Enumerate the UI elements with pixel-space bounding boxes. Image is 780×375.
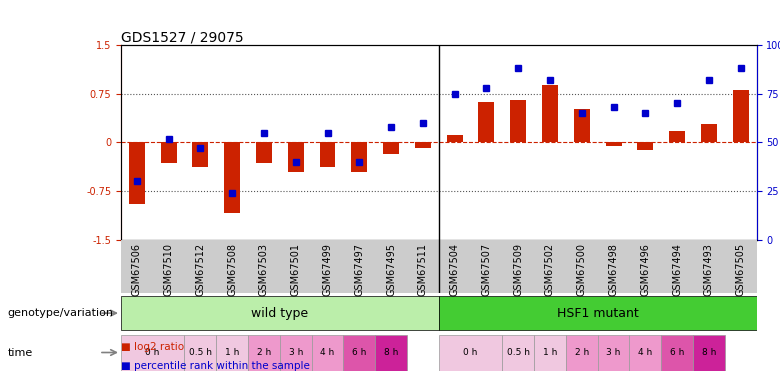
Bar (224, 142, 240, 213)
Text: GSM67497: GSM67497 (354, 243, 364, 296)
Text: wild type: wild type (251, 307, 308, 320)
Bar (216, 334, 248, 370)
Bar (288, 142, 303, 172)
Text: GSM67499: GSM67499 (322, 243, 332, 296)
Text: GSM67498: GSM67498 (608, 243, 619, 296)
Text: GSM67511: GSM67511 (418, 243, 428, 296)
Text: HSF1 mutant: HSF1 mutant (557, 307, 639, 320)
Bar (185, 334, 216, 370)
Bar (447, 135, 463, 142)
Text: ■ log2 ratio: ■ log2 ratio (121, 342, 184, 352)
Bar (256, 142, 272, 163)
Text: GSM67502: GSM67502 (545, 243, 555, 296)
Bar (693, 334, 725, 370)
Text: genotype/variation: genotype/variation (8, 308, 114, 318)
Text: 8 h: 8 h (702, 348, 716, 357)
Bar (375, 334, 407, 370)
Text: 4 h: 4 h (321, 348, 335, 357)
Bar (629, 334, 661, 370)
Bar (248, 334, 280, 370)
Bar (312, 334, 343, 370)
Bar (351, 142, 367, 172)
Bar (161, 142, 176, 163)
Bar (566, 334, 597, 370)
Text: GSM67494: GSM67494 (672, 243, 682, 296)
Text: GDS1527 / 29075: GDS1527 / 29075 (121, 31, 243, 45)
Bar (510, 100, 526, 142)
Text: GSM67495: GSM67495 (386, 243, 396, 296)
Text: GSM67510: GSM67510 (164, 243, 174, 296)
Bar (701, 124, 717, 142)
Bar (383, 142, 399, 154)
Text: GSM67503: GSM67503 (259, 243, 269, 296)
Text: 6 h: 6 h (352, 348, 367, 357)
Bar (661, 334, 693, 370)
Text: GSM67501: GSM67501 (291, 243, 301, 296)
Bar (193, 142, 208, 167)
Bar (574, 109, 590, 142)
Bar (534, 334, 566, 370)
Text: ■ percentile rank within the sample: ■ percentile rank within the sample (121, 361, 310, 371)
Text: GSM67500: GSM67500 (576, 243, 587, 296)
Text: 0.5 h: 0.5 h (507, 348, 530, 357)
Bar (343, 334, 375, 370)
Text: GSM67496: GSM67496 (640, 243, 651, 296)
Text: 1 h: 1 h (543, 348, 557, 357)
Text: 4 h: 4 h (638, 348, 653, 357)
Text: 0 h: 0 h (146, 348, 160, 357)
Text: GSM67512: GSM67512 (195, 243, 205, 296)
Bar (439, 334, 502, 370)
Text: 0 h: 0 h (463, 348, 477, 357)
Text: time: time (8, 348, 33, 357)
Bar (669, 131, 685, 142)
Bar (732, 90, 749, 142)
Bar (637, 142, 654, 150)
Text: GSM67493: GSM67493 (704, 243, 714, 296)
Text: GSM67508: GSM67508 (227, 243, 237, 296)
Bar (280, 334, 312, 370)
Text: 2 h: 2 h (575, 348, 589, 357)
Text: 3 h: 3 h (606, 348, 621, 357)
Bar (415, 142, 431, 148)
Bar (320, 142, 335, 167)
Bar (121, 334, 185, 370)
Text: 1 h: 1 h (225, 348, 239, 357)
Text: 8 h: 8 h (384, 348, 399, 357)
Text: GSM67509: GSM67509 (513, 243, 523, 296)
Text: GSM67504: GSM67504 (449, 243, 459, 296)
Text: 6 h: 6 h (670, 348, 684, 357)
Bar (597, 334, 629, 370)
Bar (542, 85, 558, 142)
Bar (439, 296, 757, 330)
Bar (129, 142, 145, 204)
Text: GSM67506: GSM67506 (132, 243, 142, 296)
Text: GSM67505: GSM67505 (736, 243, 746, 296)
Bar (605, 142, 622, 146)
Text: GSM67507: GSM67507 (481, 243, 491, 296)
Bar (478, 102, 495, 142)
Text: 0.5 h: 0.5 h (189, 348, 212, 357)
Text: 2 h: 2 h (257, 348, 271, 357)
Text: 3 h: 3 h (289, 348, 303, 357)
Bar (502, 334, 534, 370)
Bar (121, 296, 439, 330)
